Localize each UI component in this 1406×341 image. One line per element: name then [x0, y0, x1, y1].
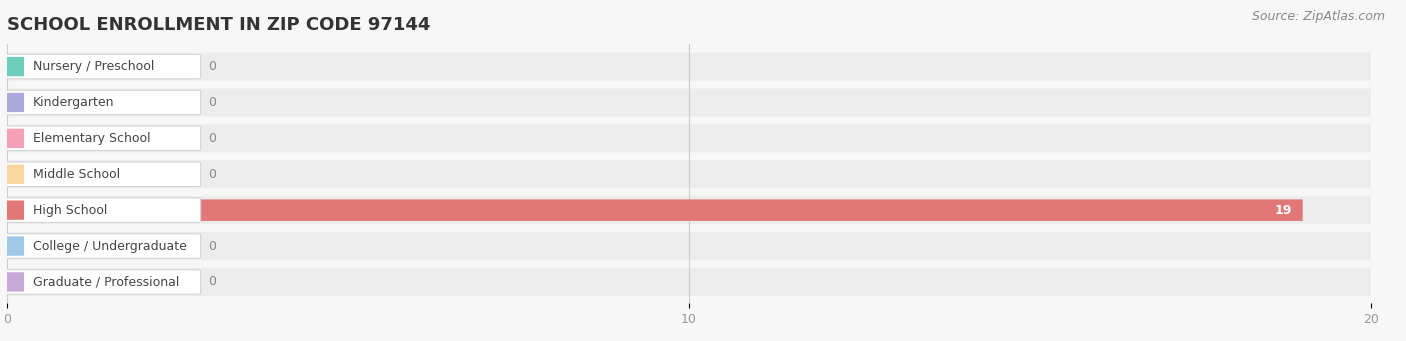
Text: 0: 0: [208, 132, 217, 145]
FancyBboxPatch shape: [1, 270, 201, 294]
FancyBboxPatch shape: [1, 198, 201, 222]
FancyBboxPatch shape: [1, 126, 201, 151]
FancyBboxPatch shape: [4, 57, 24, 76]
Text: Graduate / Professional: Graduate / Professional: [32, 276, 180, 288]
FancyBboxPatch shape: [4, 129, 24, 148]
FancyBboxPatch shape: [7, 268, 1371, 296]
Text: Nursery / Preschool: Nursery / Preschool: [32, 60, 155, 73]
FancyBboxPatch shape: [4, 93, 24, 112]
FancyBboxPatch shape: [4, 236, 24, 256]
Text: 19: 19: [1275, 204, 1292, 217]
Text: College / Undergraduate: College / Undergraduate: [32, 240, 187, 253]
Text: 0: 0: [208, 168, 217, 181]
FancyBboxPatch shape: [7, 232, 1371, 260]
Text: SCHOOL ENROLLMENT IN ZIP CODE 97144: SCHOOL ENROLLMENT IN ZIP CODE 97144: [7, 16, 430, 34]
Text: Middle School: Middle School: [32, 168, 120, 181]
FancyBboxPatch shape: [4, 201, 24, 220]
Text: Elementary School: Elementary School: [32, 132, 150, 145]
Text: Source: ZipAtlas.com: Source: ZipAtlas.com: [1251, 10, 1385, 23]
Text: Kindergarten: Kindergarten: [32, 96, 114, 109]
FancyBboxPatch shape: [1, 234, 201, 258]
FancyBboxPatch shape: [7, 160, 1371, 188]
FancyBboxPatch shape: [7, 199, 1303, 221]
FancyBboxPatch shape: [1, 90, 201, 115]
FancyBboxPatch shape: [1, 162, 201, 187]
FancyBboxPatch shape: [7, 124, 1371, 152]
Text: 0: 0: [208, 276, 217, 288]
FancyBboxPatch shape: [4, 272, 24, 292]
Text: 0: 0: [208, 240, 217, 253]
FancyBboxPatch shape: [7, 53, 1371, 80]
Text: 0: 0: [208, 96, 217, 109]
Text: 0: 0: [208, 60, 217, 73]
FancyBboxPatch shape: [4, 165, 24, 184]
Text: High School: High School: [32, 204, 107, 217]
FancyBboxPatch shape: [1, 54, 201, 79]
FancyBboxPatch shape: [7, 88, 1371, 117]
FancyBboxPatch shape: [7, 196, 1371, 224]
